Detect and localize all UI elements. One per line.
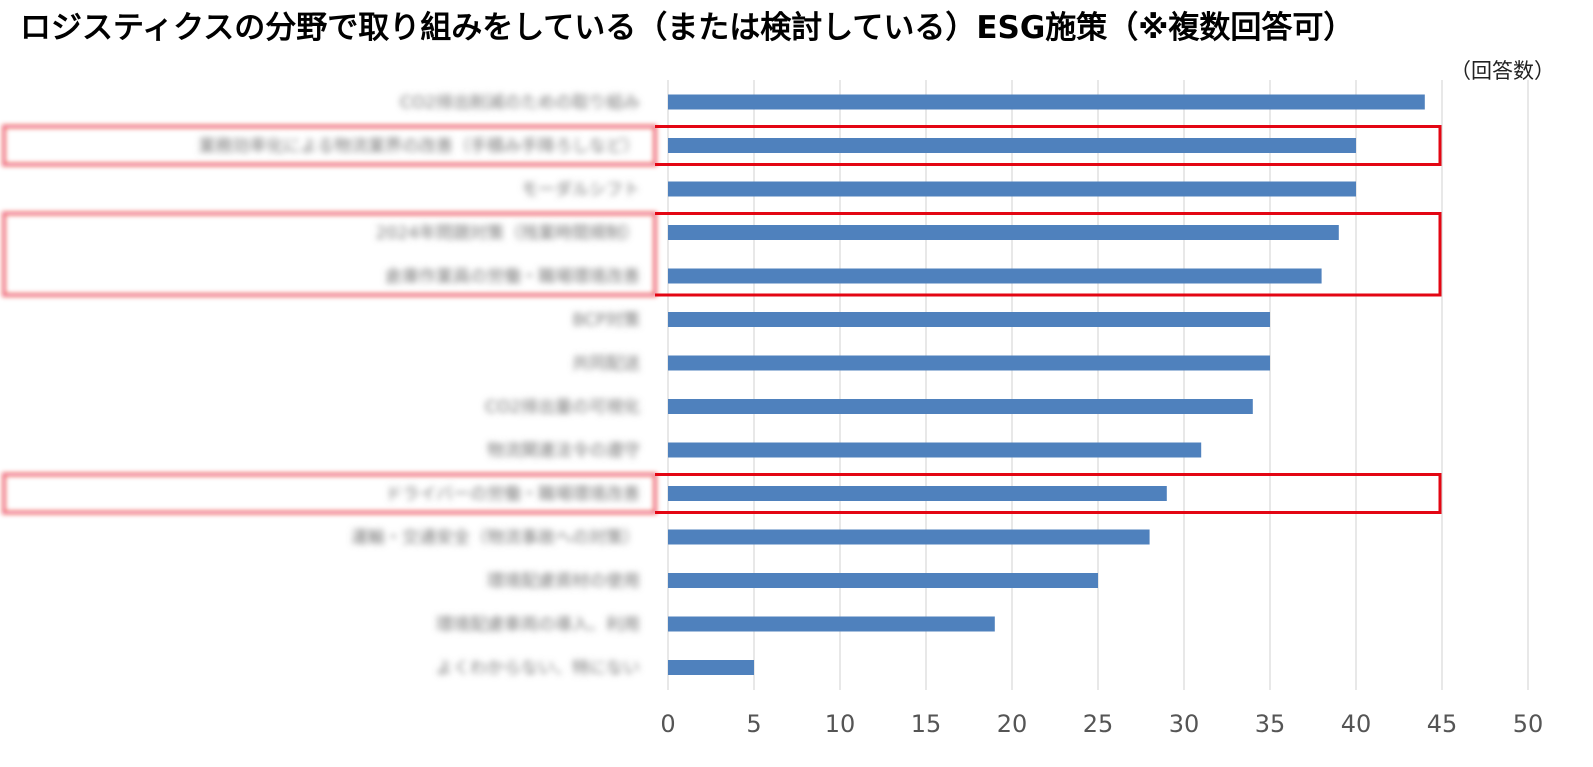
bar [668, 660, 754, 675]
unit-label: （回答数） [1450, 59, 1555, 83]
highlight-box [2, 211, 1442, 297]
x-tick-label: 15 [911, 710, 942, 738]
x-tick-label: 25 [1083, 710, 1114, 738]
category-label: 物流関連法令の遵守 [487, 441, 640, 461]
x-tick-label: 5 [746, 710, 761, 738]
bar [668, 138, 1356, 153]
highlight-box-sharp-part [655, 473, 1442, 514]
bar [668, 268, 1322, 284]
x-tick-label: 30 [1169, 710, 1200, 738]
category-label: CO2排出量の可視化 [485, 398, 640, 418]
x-tick-label: 0 [660, 710, 675, 738]
chart-title: ロジスティクスの分野で取り組みをしている（または検討している）ESG施策（※複数… [20, 10, 1355, 46]
bar [668, 225, 1339, 240]
bar [668, 442, 1202, 458]
category-labels: CO2排出削減のための取り組み業務効率化による物流業界の改善（手積み手降ろしなど… [199, 93, 641, 679]
bar [668, 573, 1098, 588]
bar [668, 181, 1356, 197]
highlight-box [2, 124, 1442, 167]
category-label: 運輸・交通安全（物流事故への対策） [351, 528, 640, 548]
category-label: モーダルシフト [521, 180, 640, 200]
highlight-box-sharp-part [655, 212, 1442, 297]
highlight-box-blurred-part [2, 211, 657, 297]
highlight-box-blurred-part [2, 124, 657, 167]
x-tick-label: 45 [1427, 710, 1458, 738]
bar [668, 399, 1253, 414]
x-tick-label: 35 [1255, 710, 1286, 738]
bar [668, 355, 1270, 371]
x-axis-ticks: 0 5 10 15 20 25 30 35 40 45 50 [660, 710, 1543, 738]
category-label: ドライバーの労働・職場環境改善 [385, 485, 640, 505]
bar [668, 486, 1167, 501]
bar [668, 529, 1150, 545]
bar [668, 312, 1270, 327]
category-label: 業務効率化による物流業界の改善（手積み手降ろしなど） [199, 137, 641, 157]
bar [668, 94, 1425, 110]
highlight-box-blurred-part [2, 472, 657, 515]
category-label: よくわからない、特にない [436, 659, 640, 679]
highlight-boxes [2, 124, 1442, 515]
category-label: 2024年問題対策（残業時間規制） [376, 224, 640, 244]
x-tick-label: 10 [825, 710, 856, 738]
bar [668, 616, 995, 632]
bars [668, 94, 1425, 675]
category-label: CO2排出削減のための取り組み [400, 93, 640, 113]
grid-lines [667, 80, 1529, 690]
category-label: 倉庫作業員の労働・職場環境改善 [385, 267, 640, 287]
highlight-box-sharp-part [655, 125, 1442, 166]
x-tick-label: 20 [997, 710, 1028, 738]
x-tick-label: 50 [1513, 710, 1544, 738]
category-label: 共同配送 [572, 354, 640, 374]
category-label: 環境配慮車両の導入、利用 [436, 615, 640, 635]
x-tick-label: 40 [1341, 710, 1372, 738]
highlight-box [2, 472, 1442, 515]
category-label: 環境配慮資材の使用 [487, 571, 640, 592]
category-label: BCP対策 [573, 311, 641, 331]
